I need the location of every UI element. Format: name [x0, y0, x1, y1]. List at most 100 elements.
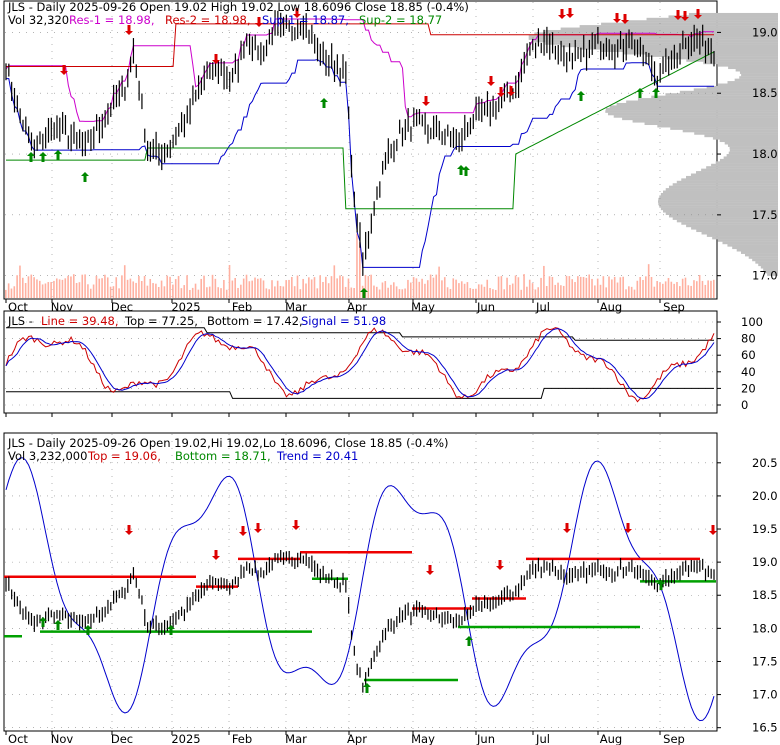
volume-bar	[429, 274, 432, 298]
volume-bar	[568, 276, 571, 298]
sell-arrow-icon	[254, 523, 262, 533]
volume-profile-bin	[729, 146, 778, 150]
volume-bar	[217, 287, 219, 298]
volume-bar	[616, 282, 619, 298]
volume-bar	[517, 277, 520, 298]
price-x-tick-label: Oct	[8, 300, 28, 314]
volume-bar	[53, 280, 55, 298]
oscillator-y-tick-label: 80	[741, 332, 756, 346]
volume-bar	[557, 282, 559, 298]
price-y-tick-label: 17.5	[752, 208, 778, 222]
volume-bar	[500, 276, 503, 298]
buy-arrow-icon	[39, 617, 47, 627]
trend-x-tick-label: Sep	[663, 732, 685, 745]
volume-bar	[364, 274, 367, 298]
volume-bar	[89, 288, 92, 298]
volume-profile-bin	[706, 234, 778, 237]
volume-bar	[684, 277, 687, 298]
volume-bar	[605, 287, 607, 298]
volume-profile-bin	[736, 248, 778, 252]
volume-bar	[611, 279, 613, 298]
volume-bar	[509, 284, 511, 298]
trend-x-tick-label: Mar	[285, 732, 307, 745]
volume-bar	[296, 275, 299, 298]
volume-bar	[288, 279, 290, 298]
volume-bar	[157, 286, 160, 298]
volume-bar	[234, 277, 236, 298]
volume-profile-bin	[688, 12, 778, 16]
volume-bar	[245, 274, 248, 298]
volume-profile-bin	[605, 107, 778, 111]
volume-bar	[36, 279, 38, 298]
volume-profile-bin	[668, 15, 778, 18]
volume-profile-bin	[626, 100, 778, 104]
volume-bar	[633, 289, 636, 298]
volume-bar	[41, 284, 44, 298]
buy-arrow-icon	[577, 91, 585, 101]
volume-bar	[78, 282, 81, 298]
volume-bar	[129, 278, 132, 298]
price-x-tick-label: Sep	[663, 300, 685, 314]
volume-bar	[106, 277, 109, 298]
volume-profile-bin	[679, 90, 778, 94]
volume-bar	[316, 288, 319, 298]
volume-bar	[426, 280, 429, 298]
volume-bar	[608, 276, 610, 298]
price-x-tick-label: Aug	[600, 300, 622, 314]
volume-bar	[149, 279, 152, 298]
sell-arrow-icon	[558, 9, 566, 19]
volume-profile-bin	[744, 253, 778, 257]
volume-bar	[424, 283, 426, 298]
volume-profile-bin	[696, 229, 778, 233]
volume-bar	[477, 284, 480, 298]
buy-arrow-icon	[54, 150, 62, 160]
volume-bar	[81, 274, 84, 298]
volume-bar	[115, 277, 118, 298]
oscillator-y-tick-label: 60	[741, 348, 756, 362]
volume-bar	[574, 282, 576, 298]
price-x-tick-label: May	[411, 300, 435, 314]
trend-y-tick-label: 18.0	[752, 621, 778, 635]
svg-text:JLS - Line = 39.48, T: JLS - Line = 39.48, Top = 77.25, Bottom …	[7, 314, 386, 328]
volume-bar	[446, 287, 449, 298]
volume-profile-bin	[600, 49, 778, 53]
volume-bar	[370, 274, 372, 298]
volume-profile-bin	[732, 246, 778, 250]
volume-bar	[676, 282, 678, 298]
volume-profile-bin	[658, 197, 778, 201]
volume-bar	[415, 278, 418, 298]
volume-profile-bin	[560, 44, 778, 48]
volume-bar	[336, 278, 338, 298]
volume-bar	[342, 276, 344, 298]
volume-bar	[163, 286, 166, 298]
trend-x-tick-label: Dec	[111, 732, 133, 745]
volume-bar	[642, 279, 644, 298]
volume-bar	[356, 233, 358, 298]
trend-x-tick-label: Jun	[476, 732, 495, 745]
volume-bar	[47, 282, 50, 298]
volume-bar	[667, 277, 670, 298]
volume-bar	[61, 279, 64, 298]
volume-profile-bin	[706, 166, 778, 169]
price-x-tick-label: Nov	[51, 300, 74, 314]
volume-bar	[630, 286, 633, 298]
volume-profile-bin	[665, 212, 778, 216]
sell-arrow-icon	[674, 10, 682, 20]
volume-bar	[582, 276, 585, 298]
volume-profile-bin	[715, 161, 778, 164]
volume-profile-bin	[528, 37, 778, 40]
volume-bar	[257, 278, 259, 298]
volume-bar	[636, 280, 639, 298]
price-header-title: JLS - Daily 2025-09-26 Open 19.02 High 1…	[7, 0, 469, 14]
buy-arrow-icon	[81, 172, 89, 182]
volume-bar	[543, 265, 545, 298]
volume-bar	[109, 286, 112, 298]
volume-bar	[240, 284, 242, 298]
oscillator-y-tick-label: 100	[741, 315, 763, 329]
volume-bar	[191, 287, 194, 298]
price-x-tick-label: Dec	[111, 300, 133, 314]
trend-x-tick-label: Jul	[535, 732, 550, 745]
volume-bar	[177, 275, 180, 298]
volume-bar	[242, 278, 245, 298]
sup2-legend: Sup-2 = 18.77	[359, 13, 442, 27]
